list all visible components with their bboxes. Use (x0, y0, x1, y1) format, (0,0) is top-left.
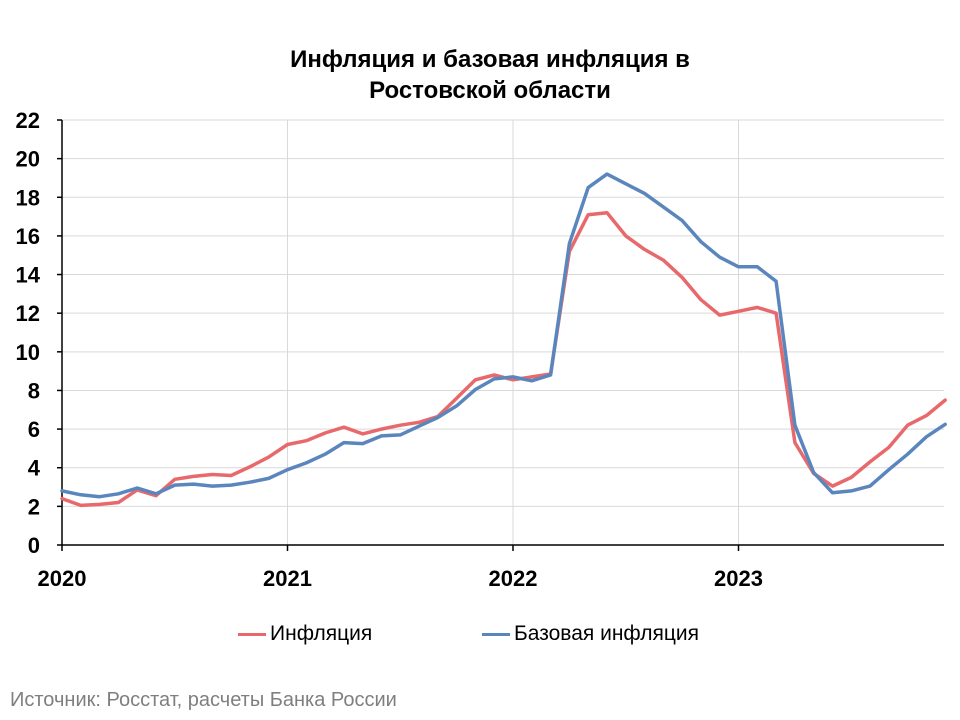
y-tick-label: 0 (28, 533, 40, 558)
chart-title: Инфляция и базовая инфляция в Ростовской… (190, 44, 790, 106)
x-tick-label: 2022 (489, 566, 538, 591)
y-tick-label: 18 (16, 185, 40, 210)
source-note: Источник: Росстат, расчеты Банка России (10, 689, 397, 711)
y-tick-label: 8 (28, 378, 40, 403)
y-tick-label: 16 (16, 224, 40, 249)
y-tick-label: 12 (16, 301, 40, 326)
x-tick-label: 2021 (263, 566, 312, 591)
series-line-1 (60, 172, 947, 499)
chart-title-line1: Инфляция и базовая инфляция в (290, 46, 690, 73)
y-tick-label: 2 (28, 494, 40, 519)
legend-label-core-inflation: Базовая инфляция (514, 622, 700, 645)
chart-title-line2: Ростовской области (369, 77, 611, 104)
y-tick-label: 14 (16, 263, 41, 288)
legend-swatch-core-inflation (482, 632, 510, 636)
series-line-0 (60, 210, 947, 508)
legend-item-inflation: Инфляция (238, 622, 372, 646)
y-tick-label: 10 (16, 340, 40, 365)
y-tick-label: 4 (28, 456, 41, 481)
y-tick-label: 6 (28, 417, 40, 442)
x-tick-label: 2020 (38, 566, 87, 591)
legend-item-core-inflation: Базовая инфляция (482, 622, 699, 646)
legend: Инфляция Базовая инфляция (0, 622, 960, 652)
x-tick-label: 2023 (714, 566, 763, 591)
y-tick-label: 20 (16, 147, 40, 172)
legend-swatch-inflation (238, 632, 266, 636)
y-tick-label: 22 (16, 108, 40, 133)
legend-label-inflation: Инфляция (270, 622, 373, 645)
